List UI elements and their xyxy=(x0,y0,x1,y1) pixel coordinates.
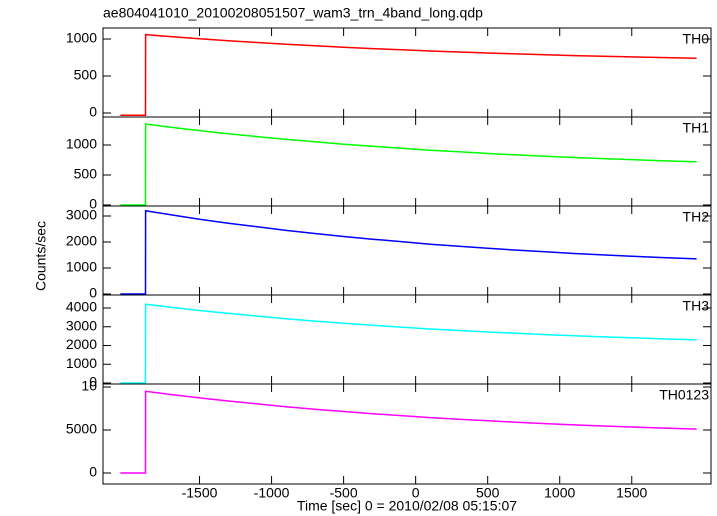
y-tick-label: 500 xyxy=(74,67,98,83)
panel-frame xyxy=(102,27,712,118)
y-tick-label: 5000 xyxy=(66,421,97,437)
series-label: TH1 xyxy=(683,120,710,136)
data-line xyxy=(120,209,697,295)
panel-frame xyxy=(102,294,712,385)
series-label: TH0 xyxy=(683,31,710,47)
y-tick-label: 500 xyxy=(74,166,98,182)
y-tick-label: 4000 xyxy=(66,299,97,315)
data-line xyxy=(120,390,697,474)
y-axis-label: Counts/sec xyxy=(33,221,49,291)
data-line xyxy=(120,123,697,206)
y-tick-label: 1000 xyxy=(66,355,97,371)
y-tick-label: 2000 xyxy=(66,336,97,352)
panel-frame xyxy=(102,383,712,485)
x-tick-label: -1500 xyxy=(182,485,218,501)
y-tick-label: 0 xyxy=(89,104,97,120)
y-tick-label: 0 xyxy=(89,285,97,301)
x-tick-label: 0 xyxy=(412,485,420,501)
y-tick-label: 1000 xyxy=(66,136,97,152)
x-tick-label: 500 xyxy=(476,485,500,501)
y-tick-label: 2000 xyxy=(66,233,97,249)
y-tick-label: 10 xyxy=(81,378,97,394)
y-tick-label: 3000 xyxy=(66,317,97,333)
series-label: TH3 xyxy=(683,298,710,314)
panel-frame xyxy=(102,205,712,296)
y-tick-label: 1000 xyxy=(66,259,97,275)
chart-title: ae804041010_20100208051507_wam3_trn_4ban… xyxy=(103,5,483,21)
y-tick-label: 0 xyxy=(89,374,97,390)
data-line xyxy=(120,303,697,384)
y-tick-label: 0 xyxy=(89,196,97,212)
y-tick-label: 0 xyxy=(89,464,97,480)
series-label: TH0123 xyxy=(659,387,709,403)
y-tick-label: 1000 xyxy=(66,30,97,46)
series-label: TH2 xyxy=(683,209,710,225)
data-line xyxy=(120,33,697,116)
y-tick-label: 3000 xyxy=(66,207,97,223)
x-tick-label: -1000 xyxy=(254,485,290,501)
x-tick-label: 1500 xyxy=(616,485,647,501)
x-axis-label: Time [sec] 0 = 2010/02/08 05:15:07 xyxy=(297,498,517,514)
x-tick-label: 1000 xyxy=(544,485,575,501)
x-tick-label: -500 xyxy=(330,485,358,501)
